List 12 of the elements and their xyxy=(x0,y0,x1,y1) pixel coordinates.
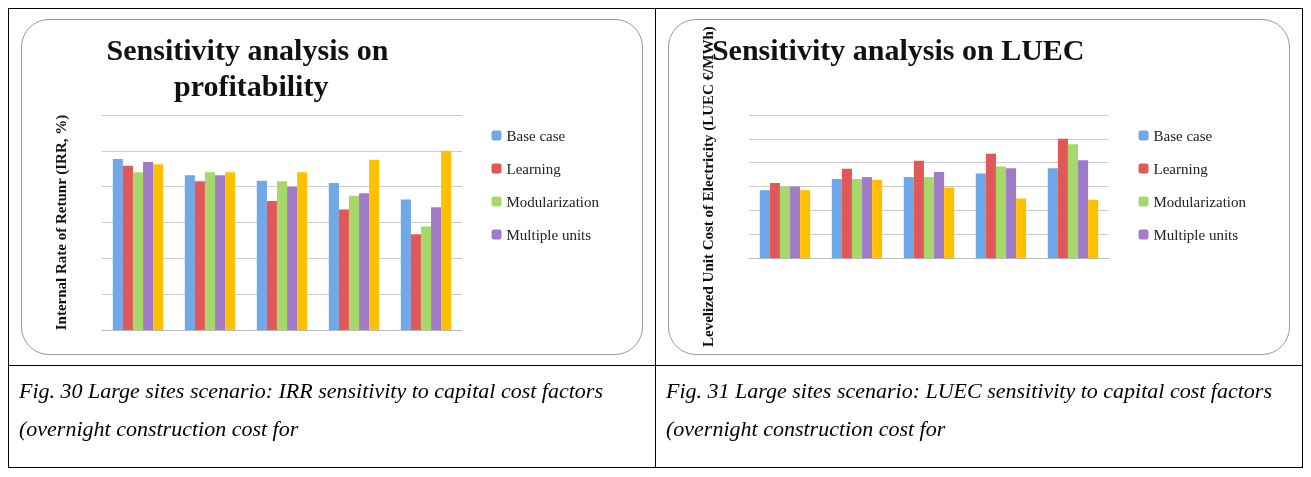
legend-label: Multiple units xyxy=(1153,226,1239,243)
legend-label: Modularization xyxy=(506,193,600,210)
chart-title: Sensitivity analysis on profitability xyxy=(106,32,396,102)
caption: Fig. 30 Large sites scenario: IRR sensitivity to capital cost factors (overnight construction cost for xyxy=(19,377,604,443)
legend-label: Modularization xyxy=(1153,193,1247,210)
caption: Fig. 31 Large sites scenario: LUEC sensitivity to capital cost factors (overnight construction cost for xyxy=(666,377,1273,443)
legend-label: Base case xyxy=(1153,127,1213,144)
legend-label: Base case xyxy=(506,127,566,144)
legend-label: Multiple units xyxy=(506,226,592,243)
legend-label: Learning xyxy=(506,160,562,177)
y-axis-title: Internal Rate of Retunr (IRR, %) xyxy=(53,114,70,331)
legend-label: Learning xyxy=(1153,160,1209,177)
